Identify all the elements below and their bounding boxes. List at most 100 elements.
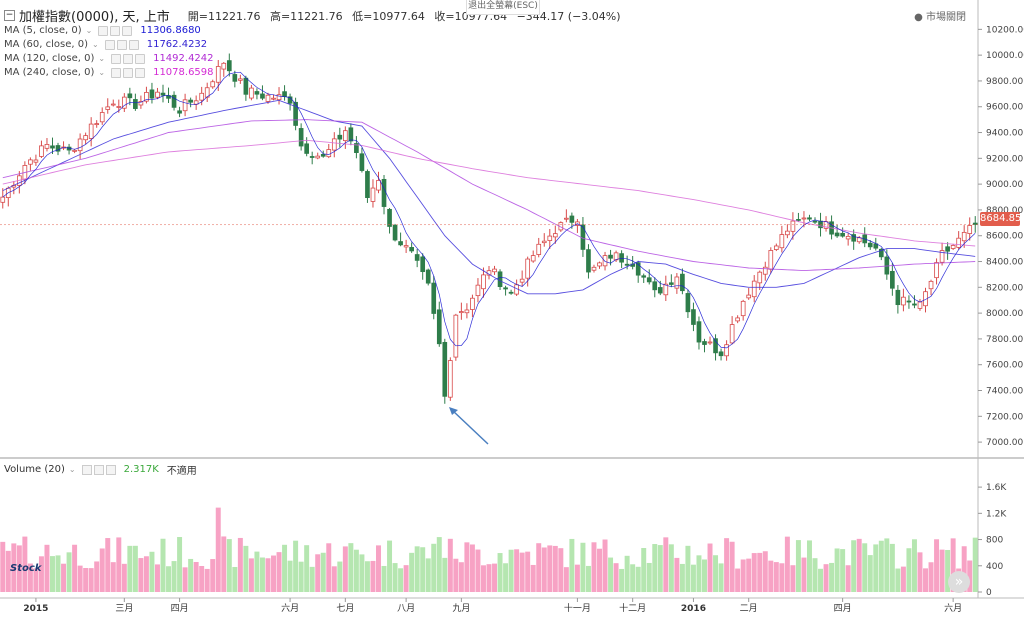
volume-bar — [326, 543, 332, 592]
volume-bar — [619, 568, 625, 592]
price-tick-label: 9000.00 — [986, 180, 1023, 190]
volume-bar — [469, 544, 475, 592]
chevron-down-icon[interactable]: ⌄ — [98, 68, 106, 77]
close-icon[interactable] — [128, 40, 139, 50]
volume-bar — [878, 540, 884, 592]
chevron-down-icon[interactable]: ⌄ — [92, 40, 99, 49]
volume-bar — [282, 544, 288, 592]
legend-ma60[interactable]: MA (60, close, 0) ⌄ 11762.4232 — [4, 38, 207, 52]
volume-bar — [44, 544, 50, 592]
volume-bar — [320, 552, 326, 592]
candle-body — [928, 280, 934, 290]
close-icon[interactable] — [135, 68, 146, 78]
volume-bar — [132, 545, 138, 592]
settings-icon[interactable] — [110, 26, 121, 36]
settings-icon[interactable] — [123, 68, 134, 78]
volume-bar — [381, 565, 387, 592]
price-tick-label: 7400.00 — [986, 387, 1023, 397]
volume-bar — [497, 553, 503, 592]
volume-bar — [746, 558, 752, 592]
volume-bar — [889, 543, 895, 592]
visibility-icon[interactable] — [104, 40, 115, 50]
annotation-arrowhead — [449, 407, 458, 415]
candle-body — [320, 153, 326, 157]
volume-bar — [16, 545, 22, 592]
candle-body — [762, 266, 768, 275]
scroll-to-latest-button[interactable]: » — [948, 571, 970, 593]
collapse-icon[interactable]: − — [4, 10, 15, 21]
price-tick-label: 10200.00 — [986, 25, 1024, 35]
candle-body — [232, 74, 238, 82]
time-tick-label: 十二月 — [619, 602, 646, 614]
candle-body — [343, 130, 348, 142]
price-tick-label: 9400.00 — [986, 129, 1023, 139]
settings-icon[interactable] — [123, 54, 134, 64]
open-value: 開=11221.76 — [187, 9, 261, 23]
candle-body — [591, 266, 597, 271]
volume-bar — [674, 557, 680, 592]
volume-bar — [911, 539, 917, 592]
chevron-down-icon[interactable]: ⌄ — [98, 54, 106, 63]
visibility-icon[interactable] — [111, 68, 122, 78]
volume-bar — [602, 539, 608, 592]
candle-body — [707, 341, 713, 344]
visibility-icon[interactable] — [81, 464, 92, 475]
time-tick-label: 七月 — [336, 603, 354, 614]
candle-body — [276, 94, 282, 101]
candle-body — [431, 282, 437, 314]
settings-icon[interactable] — [116, 40, 127, 50]
volume-bar — [33, 568, 39, 592]
volume-bar — [353, 549, 359, 592]
volume-legend[interactable]: Volume (20) ⌄ 2.317K 不適用 — [4, 462, 197, 477]
candle-body — [939, 250, 945, 263]
current-price-tag: 8684.85 — [980, 212, 1022, 226]
volume-bar — [552, 545, 558, 592]
candle-body — [597, 262, 602, 267]
candle-body — [492, 268, 497, 273]
volume-bar — [105, 538, 111, 592]
candle-body — [215, 66, 221, 83]
volume-label: Volume (20) — [4, 464, 65, 475]
price-tick-label: 8800.00 — [986, 206, 1023, 216]
volume-bar — [160, 538, 166, 592]
symbol-title[interactable]: 加權指數(0000), 天, 上市 — [19, 10, 170, 25]
volume-bar — [690, 564, 696, 592]
volume-bar — [304, 545, 310, 592]
close-icon[interactable] — [105, 464, 116, 475]
visibility-icon[interactable] — [111, 54, 122, 64]
candle-body — [619, 253, 624, 263]
legend-ma5[interactable]: MA (5, close, 0) ⌄ 11306.8680 — [4, 24, 201, 38]
candle-body — [337, 134, 343, 140]
volume-bar — [884, 538, 890, 592]
price-tick-label: 9800.00 — [986, 77, 1023, 87]
chevron-down-icon[interactable]: ⌄ — [85, 26, 93, 35]
price-tick-label: 8200.00 — [986, 283, 1023, 293]
volume-bar — [547, 545, 553, 592]
high-value: 高=11221.76 — [269, 9, 343, 23]
volume-bar — [127, 545, 133, 592]
volume-bar — [768, 560, 774, 592]
close-icon[interactable] — [135, 54, 146, 64]
legend-ma120[interactable]: MA (120, close, 0) ⌄ 11492.4242 — [4, 52, 214, 66]
candle-body — [238, 78, 243, 81]
volume-bar — [823, 564, 829, 592]
legend-ma240[interactable]: MA (240, close, 0) ⌄ 11078.6598 — [4, 66, 214, 80]
exit-fullscreen-button[interactable]: 退出全螢幕(ESC) — [466, 0, 540, 15]
candle-body — [282, 91, 287, 97]
volume-bar — [248, 558, 254, 592]
visibility-icon[interactable] — [98, 26, 109, 36]
volume-tick-label: 1.6K — [986, 483, 1007, 493]
candle-body — [912, 303, 917, 306]
chevron-down-icon[interactable]: ⌄ — [68, 465, 76, 474]
volume-bar — [657, 545, 663, 592]
legend-label: MA (5, close, 0) — [4, 25, 82, 36]
close-icon[interactable] — [122, 26, 133, 36]
candle-body — [685, 293, 691, 313]
candle-body — [77, 138, 83, 152]
volume-bar — [38, 556, 44, 592]
settings-icon[interactable] — [93, 464, 104, 475]
price-tick-label: 9600.00 — [986, 103, 1023, 113]
candle-body — [88, 123, 94, 139]
volume-bar — [243, 545, 249, 592]
